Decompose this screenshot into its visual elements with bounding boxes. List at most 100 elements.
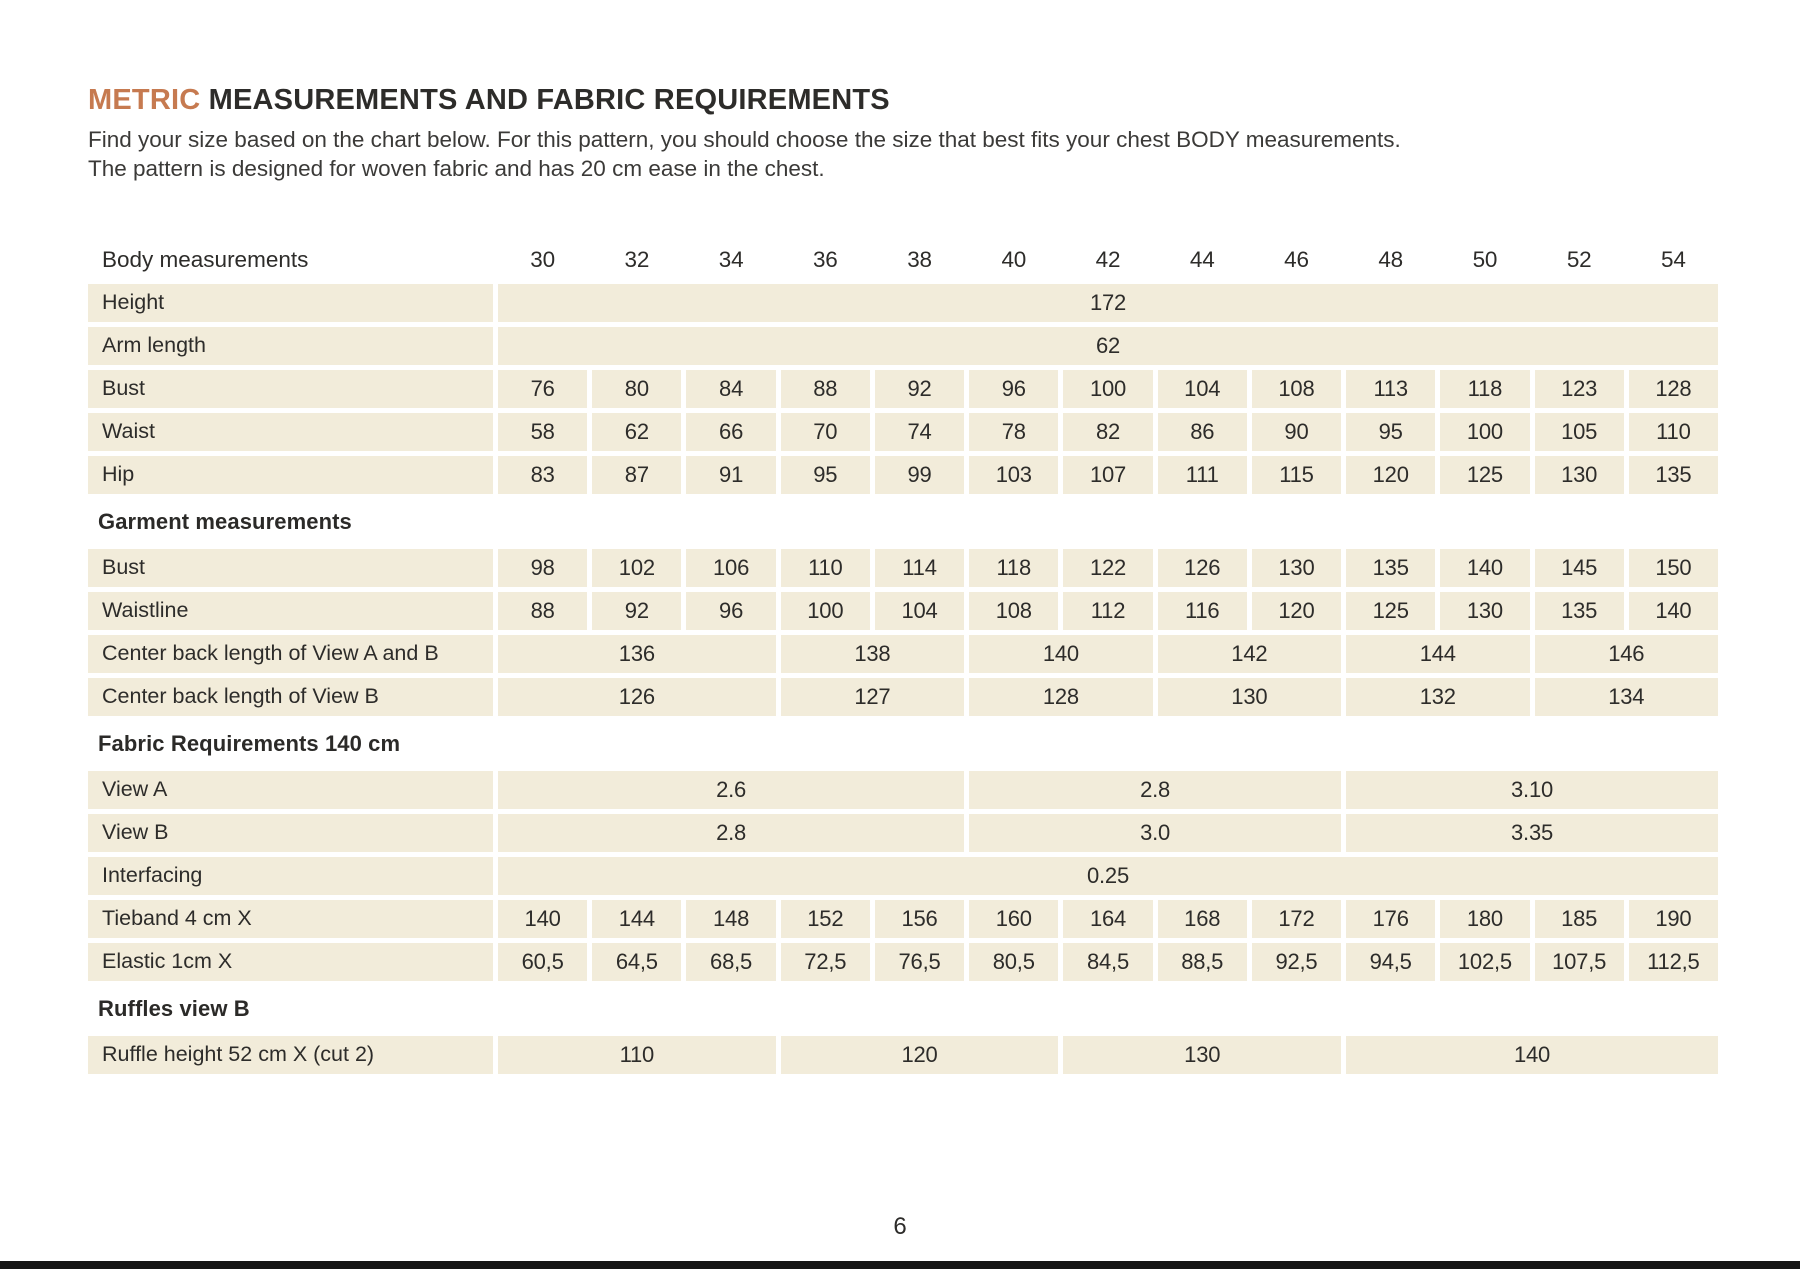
table-cell: 88 <box>780 369 870 408</box>
table-cell: 116 <box>1157 591 1247 630</box>
table-cell: 125 <box>1346 591 1436 630</box>
table-row: Center back length of View A and B 136 138… <box>88 634 1718 673</box>
table-cell: 135 <box>1346 548 1436 587</box>
table-cell: 84,5 <box>1063 942 1153 981</box>
table-cell: 132 <box>1346 677 1530 716</box>
row-label: Waistline <box>88 591 493 630</box>
table-cell: 83 <box>498 455 588 494</box>
table-row: Hip 83 87 91 95 99 103 107 111 115 120 125 130 135 <box>88 455 1718 494</box>
size-header: 38 <box>907 246 932 272</box>
row-label: View B <box>88 813 493 852</box>
table-cell: 120 <box>1346 455 1436 494</box>
table-cell: 115 <box>1251 455 1342 494</box>
table-cell: 104 <box>1157 369 1247 408</box>
row-label: Center back length of View A and B <box>88 634 493 673</box>
table-cell: 130 <box>1251 548 1342 587</box>
row-label: Height <box>88 283 493 322</box>
intro-line-1: Find your size based on the chart below.… <box>88 127 1401 152</box>
size-header: 30 <box>530 246 555 272</box>
section-header: Fabric Requirements 140 cm <box>98 730 401 756</box>
table-cell: 156 <box>874 899 965 938</box>
table-cell: 62 <box>498 326 1718 365</box>
table-cell: 130 <box>1534 455 1624 494</box>
table-cell: 164 <box>1063 899 1153 938</box>
table-cell: 112,5 <box>1628 942 1718 981</box>
table-cell: 152 <box>780 899 870 938</box>
size-header: 52 <box>1566 246 1592 272</box>
table-cell: 172 <box>498 283 1718 322</box>
row-label: Hip <box>88 455 493 494</box>
table-cell: 78 <box>969 412 1059 451</box>
table-cell: 135 <box>1628 455 1718 494</box>
table-row: Tieband 4 cm X 140 144 148 152 156 160 164 168 17… <box>88 899 1718 938</box>
table-cell: 86 <box>1157 412 1247 451</box>
table-cell: 146 <box>1534 634 1718 673</box>
size-header: 48 <box>1378 246 1403 272</box>
table-cell: 145 <box>1534 548 1624 587</box>
table-cell: 102 <box>592 548 682 587</box>
table-cell: 123 <box>1534 369 1624 408</box>
table-cell: 126 <box>498 677 776 716</box>
table-cell: 96 <box>686 591 776 630</box>
table-cell: 91 <box>686 455 776 494</box>
table-cell: 92 <box>592 591 682 630</box>
table-cell: 112 <box>1063 591 1153 630</box>
row-label: View A <box>88 770 493 809</box>
table-row: Elastic 1cm X 60,5 64,5 68,5 72,5 76,5 80,5 84,… <box>88 942 1718 981</box>
row-label: Center back length of View B <box>88 677 493 716</box>
table-cell: 144 <box>1346 634 1530 673</box>
table-cell: 118 <box>969 548 1059 587</box>
size-header: 50 <box>1472 246 1498 272</box>
table-cell: 60,5 <box>498 942 588 981</box>
table-row: View B 2.8 3.0 3.35 <box>88 813 1718 852</box>
title-rest: MEASUREMENTS AND FABRIC REQUIREMENTS <box>200 84 890 116</box>
table-cell: 140 <box>1440 548 1530 587</box>
table-cell: 128 <box>969 677 1153 716</box>
table-row: Waist 58 62 66 70 74 78 82 86 90 95 100 105 110 <box>88 412 1718 451</box>
table-cell: 66 <box>686 412 776 451</box>
table-row: Center back length of View B 126 127 128 130… <box>88 677 1718 716</box>
table-cell: 126 <box>1157 548 1247 587</box>
table-cell: 70 <box>780 412 870 451</box>
table-cell: 118 <box>1440 369 1530 408</box>
table-cell: 107,5 <box>1534 942 1624 981</box>
intro-line-2: The pattern is designed for woven fabric… <box>88 156 825 182</box>
table-cell: 103 <box>969 455 1059 494</box>
table-cell: 102,5 <box>1440 942 1530 981</box>
row-label: Bust <box>88 548 493 587</box>
table-cell: 96 <box>969 369 1059 408</box>
table-cell: 84 <box>686 369 776 408</box>
table-cell: 95 <box>780 455 870 494</box>
table-cell: 76 <box>498 369 588 408</box>
table-cell: 2.6 <box>498 770 965 809</box>
row-label: Arm length <box>88 326 493 365</box>
table-cell: 106 <box>686 548 776 587</box>
row-label: Bust <box>88 369 493 408</box>
size-table: Body measurements 30 32 34 36 38 40 42 44 46 48 50 5… <box>88 242 1718 1074</box>
table-cell: 108 <box>1251 369 1342 408</box>
table-cell: 0.25 <box>498 856 1718 895</box>
table-cell: 95 <box>1346 412 1436 451</box>
table-cell: 180 <box>1440 899 1530 938</box>
table-row: Bust 98 102 106 110 114 118 122 126 130 135 140 145 1… <box>88 548 1718 587</box>
table-cell: 142 <box>1157 634 1342 673</box>
table-cell: 172 <box>1251 899 1342 938</box>
table-cell: 110 <box>498 1035 776 1074</box>
size-header: 40 <box>1001 246 1027 272</box>
table-cell: 140 <box>969 634 1153 673</box>
table-cell: 94,5 <box>1346 942 1436 981</box>
page-title: METRIC MEASUREMENTS AND FABRIC REQUIREME… <box>88 84 1718 117</box>
table-cell: 100 <box>780 591 870 630</box>
section-header: Ruffles view B <box>98 995 250 1021</box>
table-cell: 136 <box>498 634 776 673</box>
size-header: 44 <box>1189 246 1215 272</box>
size-header: 32 <box>624 246 650 272</box>
table-cell: 107 <box>1063 455 1153 494</box>
table-cell: 74 <box>874 412 965 451</box>
table-cell: 2.8 <box>498 813 965 852</box>
table-cell: 58 <box>498 412 588 451</box>
row-label: Ruffle height 52 cm X (cut 2) <box>88 1035 493 1074</box>
table-cell: 125 <box>1440 455 1530 494</box>
table-cell: 135 <box>1534 591 1624 630</box>
row-label: Elastic 1cm X <box>88 942 493 981</box>
